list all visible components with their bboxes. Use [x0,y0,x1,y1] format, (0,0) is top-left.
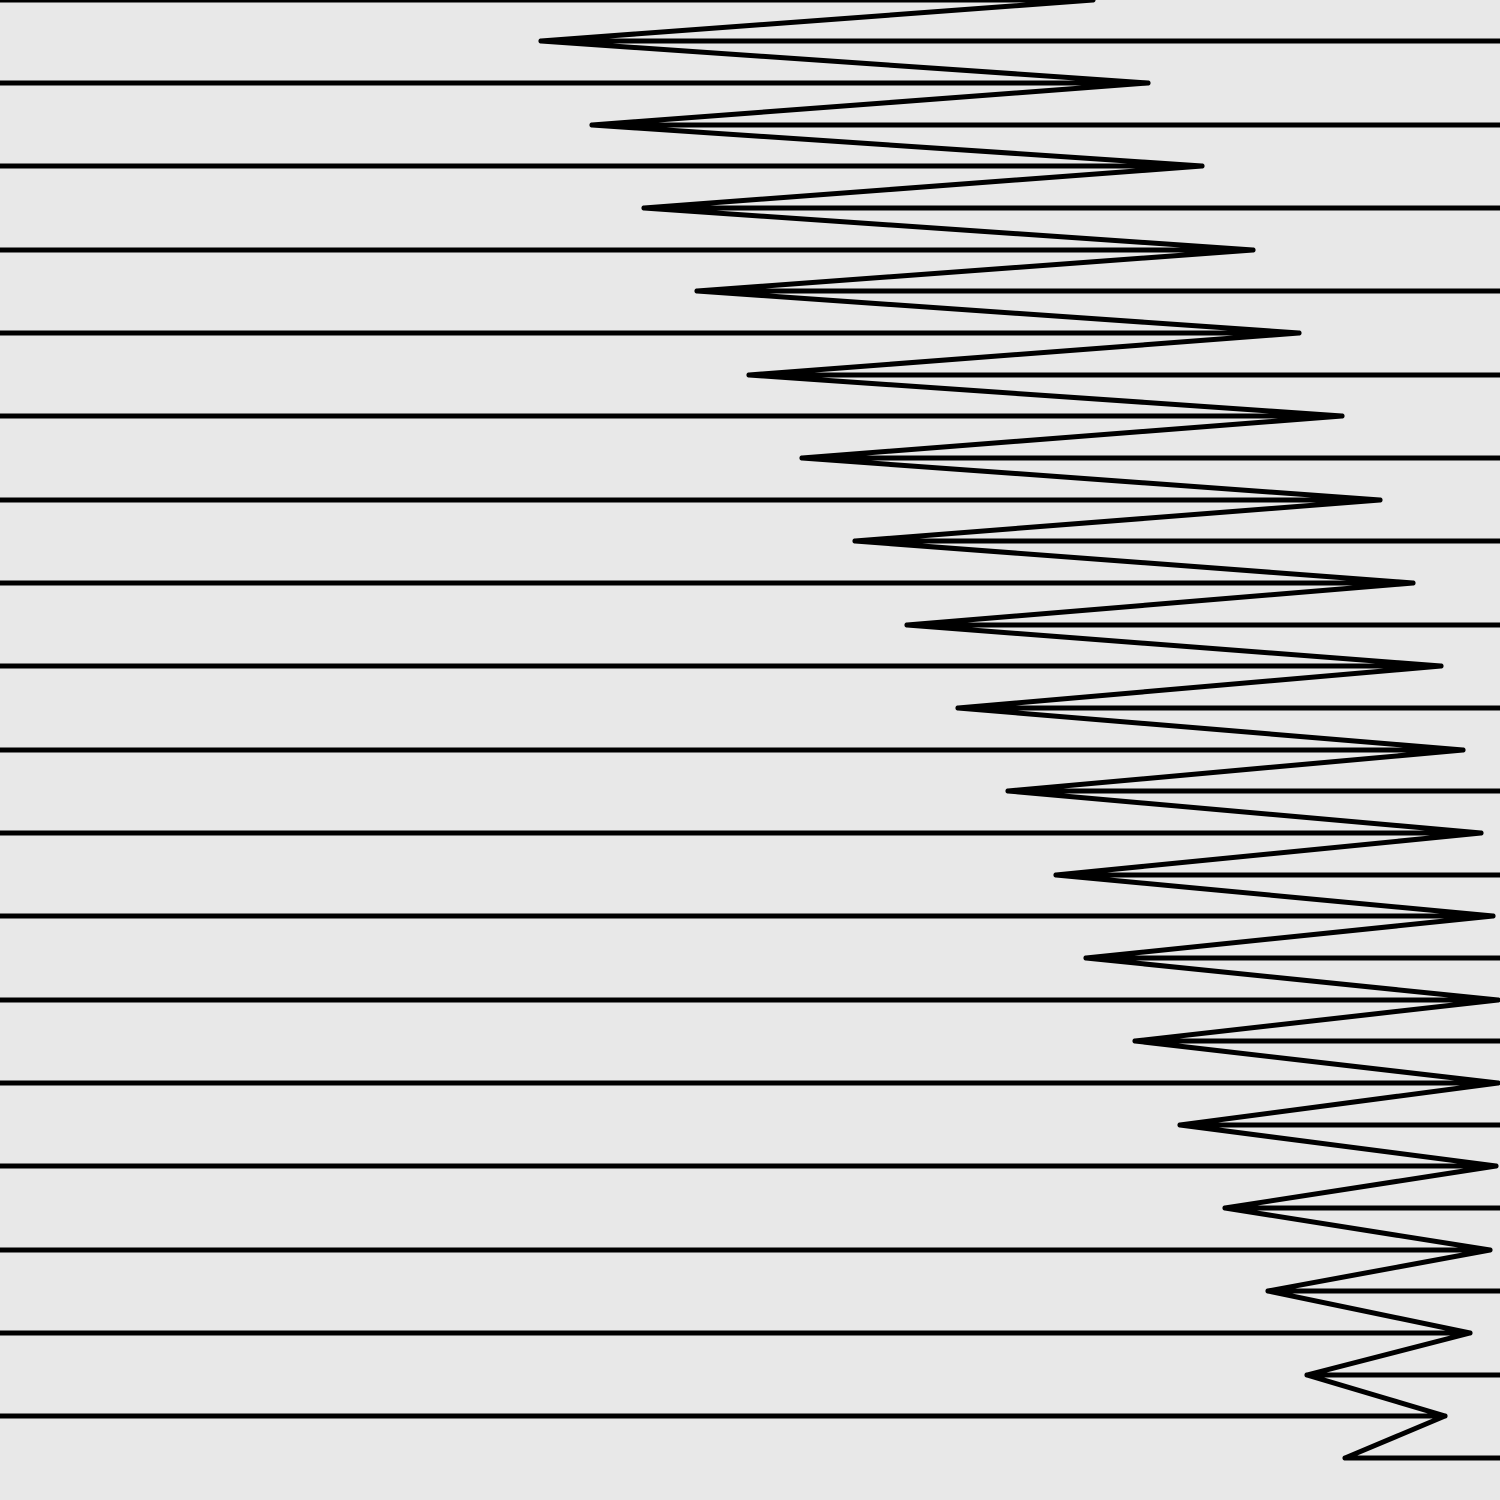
zigzag-segment [1132,997,1500,1044]
zigzag-segment [1265,1288,1473,1336]
zigzag-segment [1177,1080,1500,1128]
zigzag-segment [1222,1205,1493,1253]
zigzag-segment [641,205,1256,253]
zigzag-segment [694,288,1302,336]
zigzag-segment [904,580,1416,628]
zigzag-segment [1005,747,1466,794]
zigzag-segment [852,538,1416,586]
zigzag-segment [694,247,1256,294]
zigzag-segment [1304,1372,1448,1419]
zigzag-segment [538,38,1151,86]
zigzag-segment [1083,955,1500,1003]
zigzag-segment [1083,913,1496,961]
zigzag-segment [1132,1038,1500,1086]
zigzag-segment [955,663,1444,711]
zigzag-segment [799,455,1383,503]
line-group [0,0,1500,1461]
zigzag-segment [1177,1122,1499,1169]
zigzag-segment [746,372,1345,419]
zigzag-segment [1342,1413,1448,1461]
zigzag-segment [746,330,1302,378]
zigzag-segment [799,413,1345,461]
zigzag-segment [1304,1330,1473,1378]
zigzag-segment [1222,1163,1499,1211]
zigzag-segment [955,705,1466,753]
zigzag-segment [538,0,1096,44]
zigzag-segment [641,163,1205,211]
zigzag-segment [904,622,1444,669]
zigzag-segment [589,122,1205,169]
zigzag-segment [1053,872,1496,919]
zigzag-segment [589,80,1151,128]
zigzag-segment [1053,830,1484,878]
zigzag-segment [1005,788,1484,836]
zigzag-segment [1265,1247,1493,1294]
zigzag-segment [852,497,1383,544]
